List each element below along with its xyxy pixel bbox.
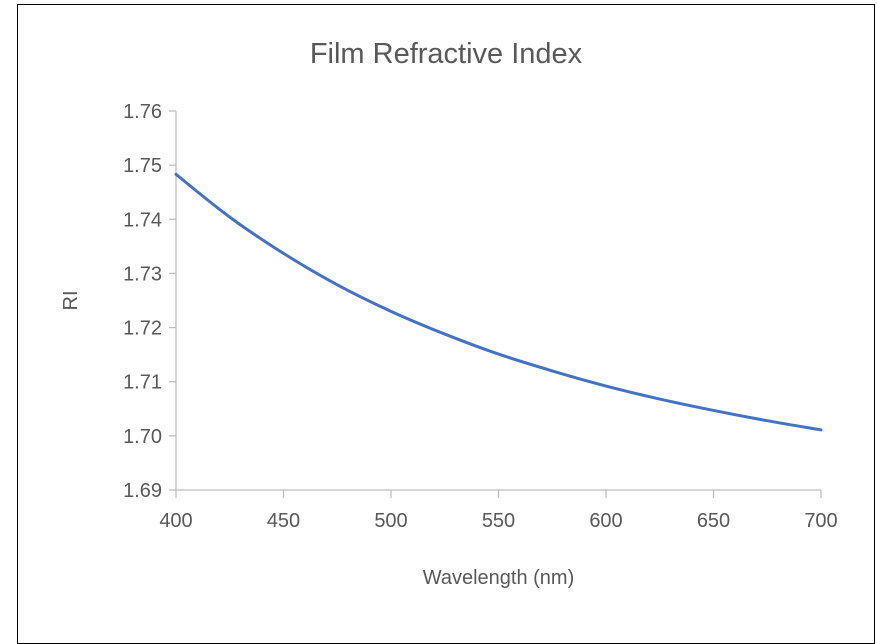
y-tick-label: 1.76 [123, 101, 162, 123]
x-axis-ticks: 400 450 500 550 600 650 700 [159, 490, 838, 532]
x-tick-label: 650 [697, 510, 730, 532]
y-tick-label: 1.70 [123, 426, 162, 448]
y-tick-label: 1.71 [123, 372, 162, 394]
x-tick-label: 700 [804, 510, 837, 532]
series-layer [174, 172, 823, 432]
axes [175, 111, 821, 491]
y-tick-label: 1.69 [123, 480, 162, 502]
y-tick-label: 1.72 [123, 318, 162, 340]
x-tick-label: 550 [482, 510, 515, 532]
x-tick-label: 600 [589, 510, 622, 532]
x-axis-label: Wavelength (nm) [423, 567, 575, 589]
y-tick-label: 1.74 [123, 209, 162, 231]
y-axis-ticks: 1.69 1.70 1.71 1.72 1.73 1.74 1.75 1.76 [123, 101, 176, 502]
line-chart: Film Refractive Index 1.691.701.711.721.… [60, 38, 838, 589]
x-tick-label: 400 [159, 510, 192, 532]
series-line-0 [174, 172, 823, 432]
y-tick-label: 1.75 [123, 155, 162, 177]
x-tick-label: 500 [374, 510, 407, 532]
x-tick-label: 450 [267, 510, 300, 532]
chart-frame [17, 4, 875, 644]
y-tick-label: 1.73 [123, 263, 162, 285]
y-axis-label: RI [60, 291, 82, 311]
chart-title: Film Refractive Index [310, 38, 583, 70]
